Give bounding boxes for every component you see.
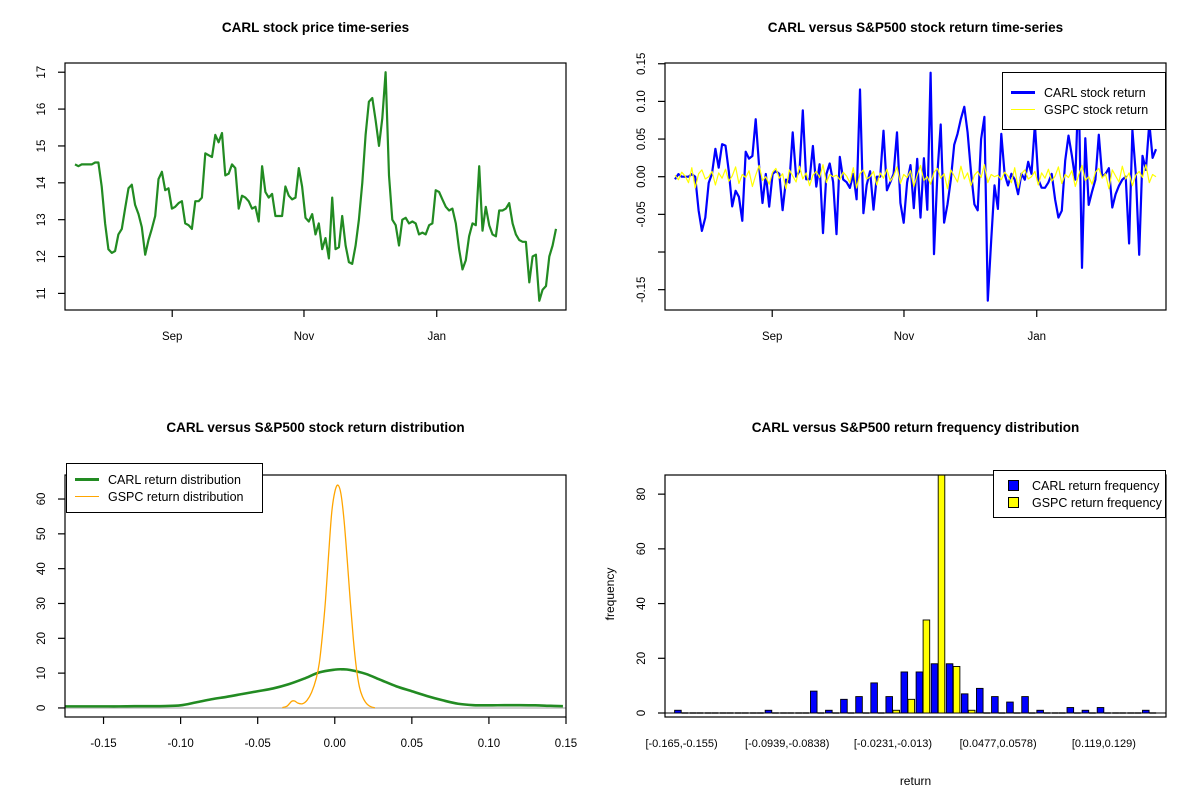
svg-text:0.05: 0.05 — [401, 738, 423, 750]
svg-text:frequency: frequency — [603, 568, 617, 621]
svg-text:80: 80 — [636, 488, 648, 501]
svg-text:return: return — [900, 774, 931, 788]
svg-text:16: 16 — [36, 103, 48, 116]
axes: 0.15 0.10 0.05 0.00 -0.05 -0.15 Sep Nov Jan — [636, 53, 1046, 343]
legend-distribution: CARL return distribution GSPC return dis… — [66, 463, 263, 513]
plot-box — [664, 62, 1167, 311]
svg-text:0.05: 0.05 — [636, 128, 648, 150]
svg-text:0: 0 — [636, 710, 648, 716]
legend-label: CARL return frequency — [1032, 478, 1160, 493]
axes: 11 12 13 14 15 16 17 Sep Nov Jan — [36, 66, 446, 343]
panel-return-frequency: 0 20 40 60 80 [-0.165,-0.155) [-0.0939,-0.0838… — [600, 400, 1200, 800]
gspc-density-line-swatch — [75, 495, 99, 498]
svg-text:Sep: Sep — [162, 331, 182, 343]
svg-text:0.10: 0.10 — [636, 90, 648, 112]
svg-text:12: 12 — [36, 250, 48, 263]
svg-text:Nov: Nov — [894, 331, 915, 343]
carl-vs-gspc-return-frequency: 0 20 40 60 80 [-0.165,-0.155) [-0.0939,-0.0838… — [603, 474, 1167, 788]
legend-returns: CARL stock return GSPC stock return — [1002, 72, 1166, 130]
svg-text:-0.05: -0.05 — [245, 738, 271, 750]
return-frequency-plot: 0 20 40 60 80 [-0.165,-0.155) [-0.0939,-0.0838… — [603, 474, 1167, 788]
legend-frequency: CARL return frequency GSPC return freque… — [993, 470, 1166, 518]
svg-text:40: 40 — [36, 562, 48, 575]
svg-text:[-0.165,-0.155): [-0.165,-0.155) — [645, 738, 717, 750]
panel-return-distribution: 0 10 20 30 40 50 60 -0.15 -0.10 -0.05 0.00 0.05 0.10… — [0, 400, 600, 800]
carl-vs-gspc-return-time-series: 0.15 0.10 0.05 0.00 -0.05 -0.15 Sep Nov Jan — [636, 53, 1167, 343]
plot-box — [64, 62, 567, 311]
svg-text:[-0.0939,-0.0838): [-0.0939,-0.0838) — [745, 738, 829, 750]
carl-price-time-series: 11 12 13 14 15 16 17 Sep Nov Jan — [36, 62, 567, 343]
axes: 0 20 40 60 80 — [636, 488, 665, 716]
svg-text:Jan: Jan — [427, 331, 446, 343]
return-time-series-plot: 0.15 0.10 0.05 0.00 -0.05 -0.15 Sep Nov Jan — [636, 53, 1167, 343]
svg-text:0.00: 0.00 — [636, 166, 648, 188]
svg-text:-0.15: -0.15 — [90, 738, 116, 750]
return-distribution-plot: 0 10 20 30 40 50 60 -0.15 -0.10 -0.05 0.00 0.05 0.10… — [36, 474, 577, 750]
carl-return-line-swatch — [1011, 91, 1035, 94]
panel-return-time-series: 0.15 0.10 0.05 0.00 -0.05 -0.15 Sep Nov Jan CARL… — [600, 0, 1200, 400]
chart-title-returns: CARL versus S&P500 stock return time-ser… — [767, 20, 1064, 35]
svg-text:[-0.0231,-0.013): [-0.0231,-0.013) — [854, 738, 932, 750]
chart-title-frequency: CARL versus S&P500 return frequency dist… — [751, 420, 1080, 435]
svg-text:0.15: 0.15 — [555, 738, 577, 750]
svg-text:Jan: Jan — [1027, 331, 1046, 343]
svg-text:[0.0477,0.0578): [0.0477,0.0578) — [960, 738, 1037, 750]
svg-text:20: 20 — [36, 632, 48, 645]
svg-text:10: 10 — [36, 667, 48, 680]
legend-item-gspc-return: GSPC stock return — [1011, 103, 1157, 117]
svg-text:Nov: Nov — [294, 331, 315, 343]
legend-item-gspc-frequency: GSPC return frequency — [1002, 496, 1162, 510]
svg-text:-0.15: -0.15 — [636, 277, 648, 303]
svg-text:Sep: Sep — [762, 331, 782, 343]
svg-text:14: 14 — [36, 176, 48, 189]
chart-title-distribution: CARL versus S&P500 stock return distribu… — [166, 420, 465, 435]
svg-text:60: 60 — [636, 542, 648, 555]
legend-label: CARL return distribution — [108, 472, 241, 487]
axes: 0 10 20 30 40 50 60 -0.15 -0.10 -0.05 0.00 0.05 0.10… — [36, 493, 577, 750]
legend-label: GSPC stock return — [1044, 102, 1149, 117]
carl-frequency-square-swatch — [1008, 480, 1019, 491]
plot-box — [664, 474, 1167, 718]
legend-label: GSPC return frequency — [1032, 495, 1162, 510]
bars — [665, 474, 1166, 714]
density-GSPC-return-distribution — [282, 484, 375, 709]
svg-text:50: 50 — [36, 527, 48, 540]
chart-title-price: CARL stock price time-series — [221, 20, 410, 35]
density-CARL-return-distribution — [65, 667, 563, 708]
carl-density-line-swatch — [75, 478, 99, 481]
svg-text:40: 40 — [636, 597, 648, 610]
svg-text:11: 11 — [36, 287, 48, 299]
carl-vs-gspc-return-distribution: 0 10 20 30 40 50 60 -0.15 -0.10 -0.05 0.00 0.05 0.10… — [36, 474, 577, 750]
legend-label: CARL stock return — [1044, 85, 1146, 100]
price-time-series-plot: 11 12 13 14 15 16 17 Sep Nov Jan — [36, 62, 567, 343]
svg-text:15: 15 — [36, 140, 48, 153]
svg-text:-0.05: -0.05 — [636, 201, 648, 227]
legend-item-carl-return: CARL stock return — [1011, 86, 1157, 100]
gspc-return-line-swatch — [1011, 108, 1035, 111]
svg-text:0.15: 0.15 — [636, 53, 648, 75]
svg-text:0: 0 — [36, 705, 48, 711]
gspc-frequency-square-swatch — [1008, 497, 1019, 508]
svg-text:[0.119,0.129): [0.119,0.129) — [1072, 738, 1136, 750]
legend-label: GSPC return distribution — [108, 489, 244, 504]
series-GSPC-stock-return — [674, 164, 1157, 190]
panel-price-time-series: 11 12 13 14 15 16 17 Sep Nov Jan CARL stock price… — [0, 0, 600, 400]
plot-box — [64, 474, 567, 718]
svg-text:-0.10: -0.10 — [168, 738, 194, 750]
svg-text:30: 30 — [36, 597, 48, 610]
series-CARL-stock-price — [74, 71, 558, 302]
svg-text:20: 20 — [636, 652, 648, 665]
legend-item-carl-density: CARL return distribution — [75, 473, 254, 487]
series-CARL-stock-return — [674, 71, 1158, 302]
svg-text:60: 60 — [36, 493, 48, 506]
svg-text:17: 17 — [36, 66, 48, 79]
svg-text:0.10: 0.10 — [478, 738, 500, 750]
legend-item-gspc-density: GSPC return distribution — [75, 490, 254, 504]
svg-text:13: 13 — [36, 213, 48, 226]
legend-item-carl-frequency: CARL return frequency — [1002, 478, 1160, 493]
svg-text:0.00: 0.00 — [324, 738, 346, 750]
